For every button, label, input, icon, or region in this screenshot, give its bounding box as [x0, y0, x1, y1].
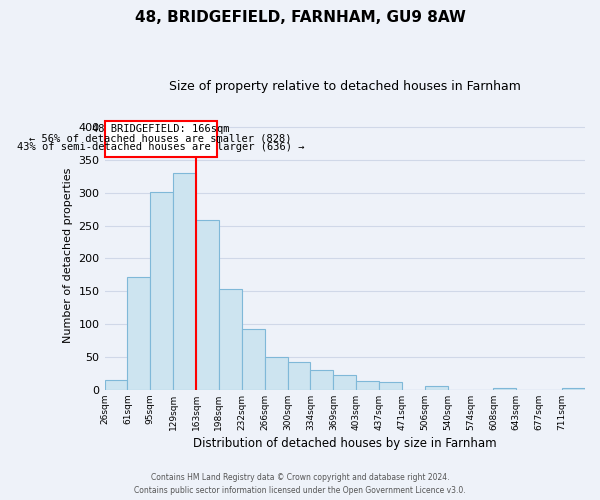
- Text: Contains HM Land Registry data © Crown copyright and database right 2024.
Contai: Contains HM Land Registry data © Crown c…: [134, 474, 466, 495]
- Text: 43% of semi-detached houses are larger (636) →: 43% of semi-detached houses are larger (…: [17, 142, 304, 152]
- Y-axis label: Number of detached properties: Number of detached properties: [63, 168, 73, 342]
- Bar: [265, 356, 287, 390]
- FancyBboxPatch shape: [104, 120, 217, 156]
- Bar: [310, 370, 334, 390]
- Bar: [334, 375, 356, 390]
- Text: ← 56% of detached houses are smaller (828): ← 56% of detached houses are smaller (82…: [29, 134, 292, 143]
- Bar: [242, 329, 265, 390]
- Text: 48, BRIDGEFIELD, FARNHAM, GU9 8AW: 48, BRIDGEFIELD, FARNHAM, GU9 8AW: [134, 10, 466, 25]
- Bar: [356, 381, 379, 390]
- X-axis label: Distribution of detached houses by size in Farnham: Distribution of detached houses by size …: [193, 437, 497, 450]
- Bar: [104, 380, 127, 390]
- Title: Size of property relative to detached houses in Farnham: Size of property relative to detached ho…: [169, 80, 521, 93]
- Bar: [379, 382, 402, 390]
- Bar: [219, 289, 242, 390]
- Text: 48 BRIDGEFIELD: 166sqm: 48 BRIDGEFIELD: 166sqm: [92, 124, 229, 134]
- Bar: [425, 386, 448, 390]
- Bar: [127, 276, 150, 390]
- Bar: [287, 362, 310, 390]
- Bar: [196, 220, 219, 390]
- Bar: [173, 173, 196, 390]
- Bar: [493, 388, 517, 390]
- Bar: [562, 388, 585, 390]
- Bar: [150, 192, 173, 390]
